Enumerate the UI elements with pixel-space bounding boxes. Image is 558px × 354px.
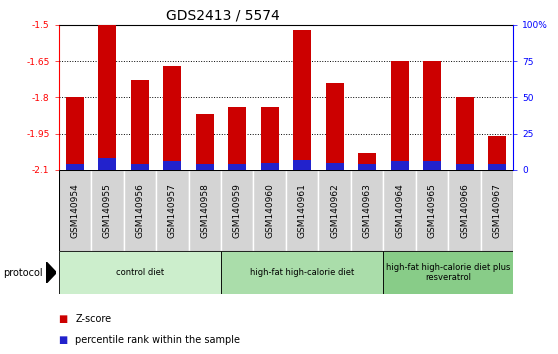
Bar: [66, 97, 84, 170]
Bar: [423, 161, 441, 170]
Text: ■: ■: [59, 335, 68, 345]
Bar: [326, 163, 344, 170]
Text: GSM140964: GSM140964: [395, 183, 404, 238]
Text: GSM140961: GSM140961: [298, 183, 307, 238]
Bar: [319, 170, 351, 251]
Text: GSM140966: GSM140966: [460, 183, 469, 238]
Bar: [228, 164, 246, 170]
Bar: [228, 107, 246, 170]
Bar: [449, 170, 481, 251]
Bar: [253, 170, 286, 251]
Bar: [163, 66, 181, 170]
Bar: [98, 158, 116, 170]
Text: GSM140956: GSM140956: [135, 183, 145, 238]
Text: GSM140960: GSM140960: [265, 183, 274, 238]
Bar: [131, 164, 149, 170]
Bar: [98, 25, 116, 170]
Bar: [358, 153, 376, 170]
Bar: [456, 97, 474, 170]
Text: GSM140965: GSM140965: [427, 183, 437, 238]
Bar: [416, 170, 449, 251]
Bar: [423, 61, 441, 170]
Bar: [196, 164, 214, 170]
Bar: [358, 164, 376, 170]
Text: high-fat high-calorie diet plus
resveratrol: high-fat high-calorie diet plus resverat…: [386, 263, 511, 282]
Bar: [294, 160, 311, 170]
Bar: [383, 251, 513, 294]
Bar: [261, 163, 278, 170]
Text: GSM140954: GSM140954: [70, 183, 79, 238]
Text: GDS2413 / 5574: GDS2413 / 5574: [166, 9, 280, 23]
Bar: [131, 80, 149, 170]
Bar: [294, 30, 311, 170]
Text: GSM140967: GSM140967: [493, 183, 502, 238]
Bar: [91, 170, 123, 251]
Bar: [66, 164, 84, 170]
Bar: [123, 170, 156, 251]
Bar: [481, 170, 513, 251]
Bar: [326, 83, 344, 170]
Bar: [189, 170, 221, 251]
Text: GSM140957: GSM140957: [168, 183, 177, 238]
Bar: [59, 251, 221, 294]
Text: GSM140963: GSM140963: [363, 183, 372, 238]
Bar: [59, 170, 91, 251]
Bar: [221, 251, 383, 294]
Bar: [391, 161, 408, 170]
Bar: [163, 161, 181, 170]
Bar: [456, 164, 474, 170]
Bar: [391, 61, 408, 170]
Text: high-fat high-calorie diet: high-fat high-calorie diet: [250, 268, 354, 277]
Polygon shape: [46, 262, 56, 283]
Bar: [488, 136, 506, 170]
Bar: [221, 170, 253, 251]
Bar: [286, 170, 319, 251]
Text: protocol: protocol: [3, 268, 42, 278]
Bar: [196, 114, 214, 170]
Text: GSM140962: GSM140962: [330, 183, 339, 238]
Bar: [156, 170, 189, 251]
Text: Z-score: Z-score: [75, 314, 112, 324]
Text: control diet: control diet: [116, 268, 164, 277]
Text: GSM140958: GSM140958: [200, 183, 209, 238]
Text: percentile rank within the sample: percentile rank within the sample: [75, 335, 240, 345]
Bar: [488, 164, 506, 170]
Bar: [383, 170, 416, 251]
Text: GSM140955: GSM140955: [103, 183, 112, 238]
Text: GSM140959: GSM140959: [233, 183, 242, 238]
Bar: [261, 107, 278, 170]
Bar: [351, 170, 383, 251]
Text: ■: ■: [59, 314, 68, 324]
